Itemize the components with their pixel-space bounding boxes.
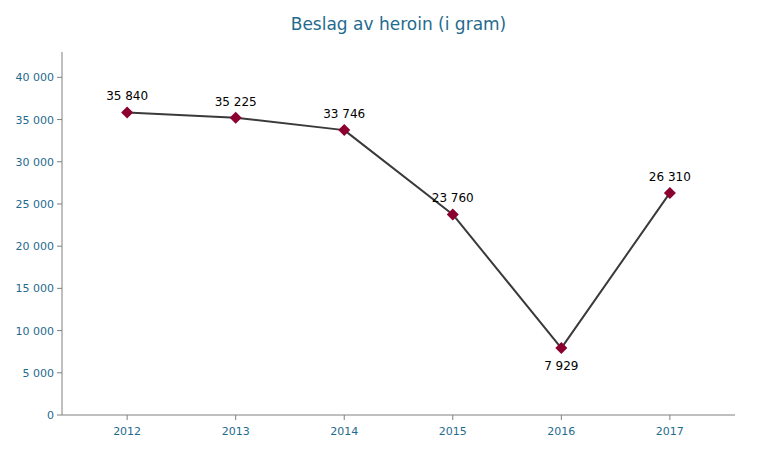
data-label: 35 225 [215, 95, 257, 109]
x-tick [561, 415, 562, 420]
x-tick-label: 2014 [330, 425, 358, 438]
y-tick [57, 203, 62, 204]
x-tick-label: 2015 [439, 425, 467, 438]
y-tick-label: 10 000 [16, 325, 55, 338]
data-label: 7 929 [544, 359, 578, 373]
y-axis-line [62, 52, 63, 415]
plot-area [121, 106, 676, 354]
x-tick [344, 415, 345, 420]
data-point [338, 124, 350, 136]
y-tick-label: 5 000 [23, 367, 55, 380]
y-tick [57, 415, 62, 416]
data-label: 35 840 [106, 89, 148, 103]
chart-container: Beslag av heroin (i gram) 0 5 000 10 000 15 … [0, 0, 757, 451]
y-tick-label: 25 000 [16, 198, 55, 211]
y-tick [57, 161, 62, 162]
x-axis-line [62, 415, 735, 416]
x-tick [127, 415, 128, 420]
y-tick [57, 246, 62, 247]
data-label: 23 760 [432, 191, 474, 205]
x-tick [235, 415, 236, 420]
chart-svg: Beslag av heroin (i gram) 0 5 000 10 000 15 … [0, 0, 757, 451]
x-tick [452, 415, 453, 420]
data-label: 26 310 [649, 170, 691, 184]
y-tick [57, 288, 62, 289]
y-tick-label: 35 000 [16, 114, 55, 127]
data-point [230, 112, 242, 124]
data-point [447, 208, 459, 220]
data-point [121, 106, 133, 118]
data-line [127, 112, 670, 348]
y-tick-label: 20 000 [16, 240, 55, 253]
data-label: 33 746 [323, 107, 365, 121]
x-tick-label: 2013 [222, 425, 250, 438]
y-tick-label: 0 [47, 409, 54, 422]
chart-title: Beslag av heroin (i gram) [291, 14, 507, 34]
data-point [555, 342, 567, 354]
y-tick-label: 15 000 [16, 282, 55, 295]
x-tick-label: 2017 [656, 425, 684, 438]
y-tick [57, 77, 62, 78]
y-tick [57, 372, 62, 373]
x-tick-label: 2012 [113, 425, 141, 438]
y-tick [57, 119, 62, 120]
data-point [664, 187, 676, 199]
y-tick-label: 40 000 [16, 71, 55, 84]
y-tick [57, 330, 62, 331]
y-tick-label: 30 000 [16, 156, 55, 169]
x-tick-label: 2016 [547, 425, 575, 438]
x-tick [669, 415, 670, 420]
